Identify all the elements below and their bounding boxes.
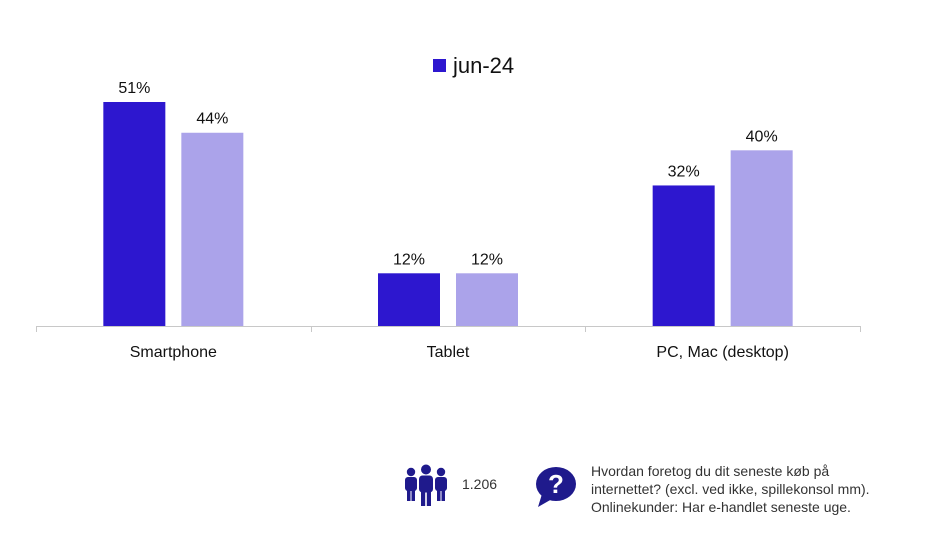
bar-smartphone-2 bbox=[181, 132, 244, 326]
question-line: internettet? (excl. ved ikke, spillekons… bbox=[591, 481, 870, 497]
bar-smartphone-1 bbox=[103, 102, 166, 326]
data-label: 40% bbox=[746, 128, 778, 145]
data-label: 12% bbox=[471, 251, 503, 268]
x-tick-label: Smartphone bbox=[130, 344, 217, 361]
bar-tablet-1 bbox=[378, 273, 440, 326]
legend-swatch bbox=[433, 59, 446, 72]
x-tick-label: PC, Mac (desktop) bbox=[656, 344, 788, 361]
question-line: Onlinekunder: Har e-handlet seneste uge. bbox=[591, 499, 851, 515]
bar-pc-mac-desktop--2 bbox=[730, 150, 793, 326]
people-group-icon bbox=[405, 464, 447, 506]
bar-tablet-2 bbox=[456, 273, 518, 326]
svg-text:?: ? bbox=[548, 469, 564, 499]
data-label: 51% bbox=[118, 80, 150, 97]
data-label: 44% bbox=[196, 111, 228, 128]
bar-pc-mac-desktop--1 bbox=[652, 185, 715, 326]
question-bubble-icon: ? bbox=[536, 467, 576, 507]
data-label: 32% bbox=[668, 163, 700, 180]
x-tick-label: Tablet bbox=[427, 344, 470, 361]
question-line: Hvordan foretog du dit seneste køb på bbox=[591, 463, 830, 479]
data-label: 12% bbox=[393, 251, 425, 268]
question-text: Hvordan foretog du dit seneste køb på in… bbox=[591, 462, 921, 516]
bar-chart: 51% 44% Smartphone 12% 12% Tablet 32% 40% PC, Ma… bbox=[36, 53, 861, 361]
legend-label: jun-24 bbox=[452, 53, 514, 78]
sample-size: 1.206 bbox=[462, 476, 498, 492]
